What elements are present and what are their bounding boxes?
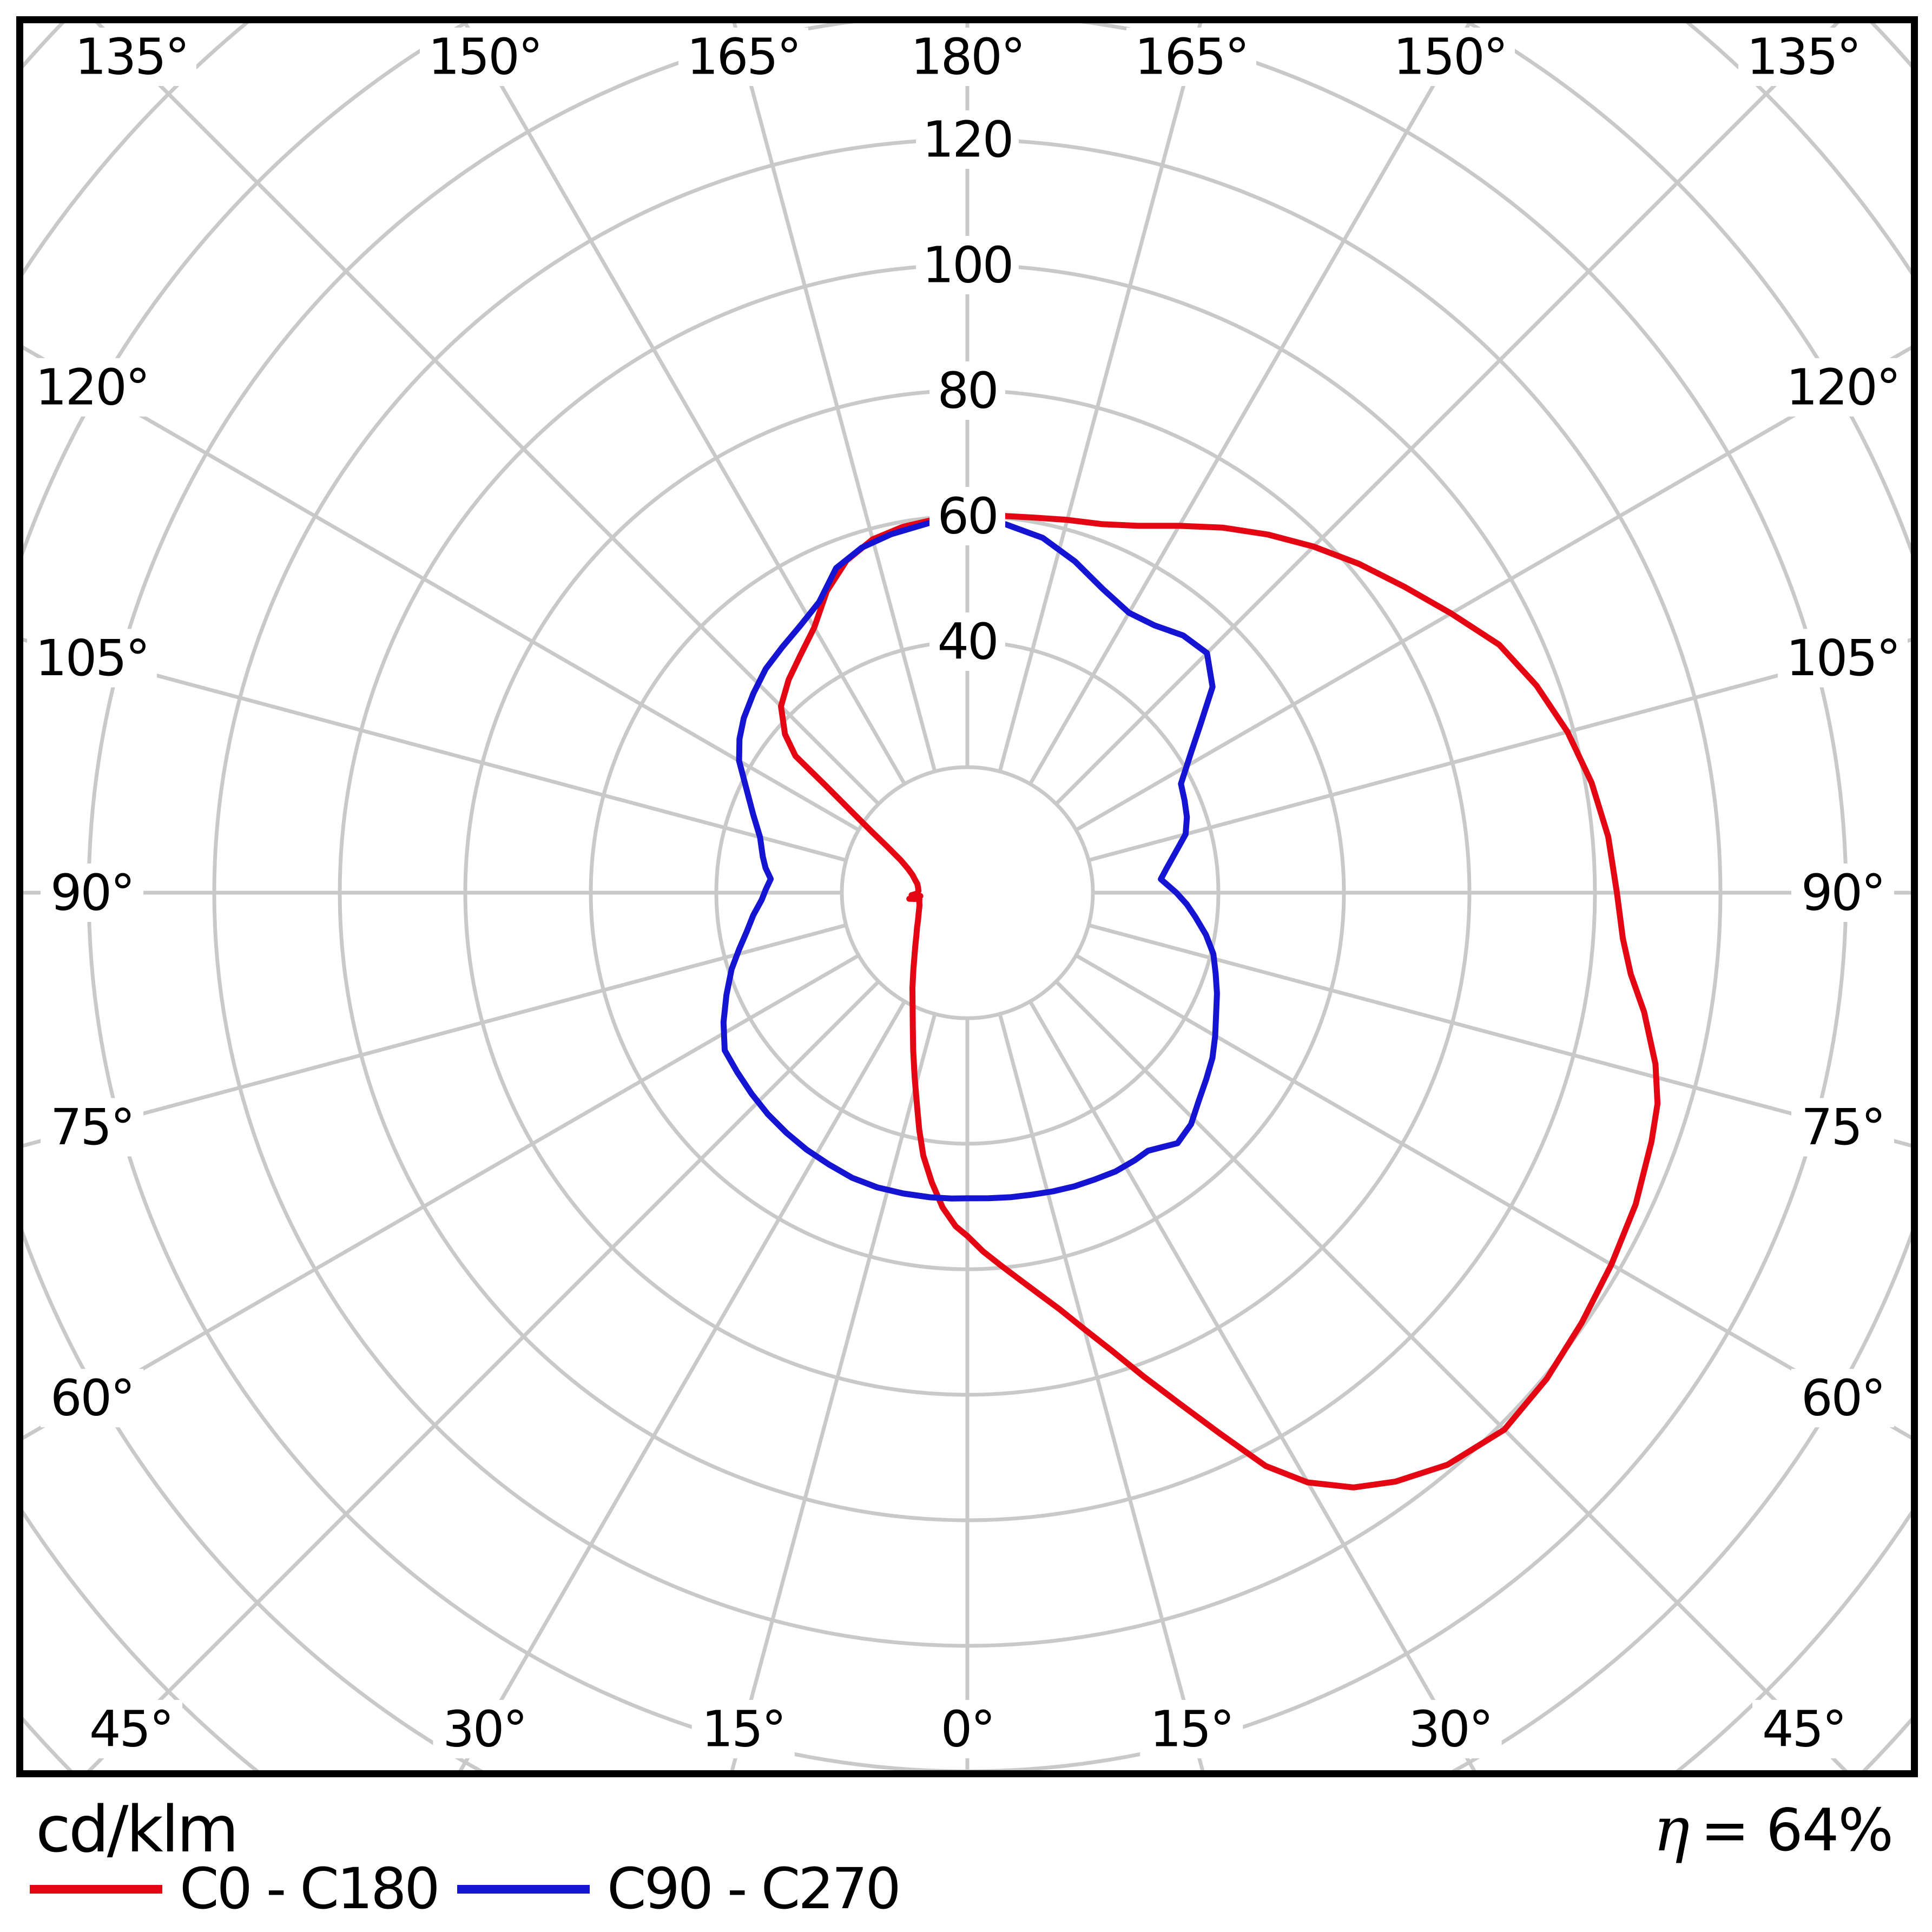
- angle-label--150: 150°: [428, 28, 542, 86]
- angle-label-60: 60°: [1801, 1369, 1884, 1427]
- angle-label--105: 105°: [35, 629, 149, 687]
- grid-spoke--135: [92, 20, 880, 806]
- ring-label-40: 40: [937, 613, 997, 671]
- angle-label--120-bg: [27, 358, 157, 417]
- angle-label--165-bg: [678, 28, 809, 86]
- angle-label--60-bg: [41, 1369, 143, 1428]
- angle-label-75: 75°: [1801, 1098, 1884, 1156]
- axis-labels: 40 60 80 100 120 135° 150° 165° 180° 165° 150° 135°…: [27, 28, 1908, 1758]
- angle-label--30: 30°: [443, 1700, 526, 1758]
- angle-label--75: 75°: [50, 1098, 134, 1156]
- ring-label-60-bg: [929, 487, 1005, 545]
- angle-label-30-bg: [1399, 1700, 1502, 1758]
- grid-spoke--150: [461, 20, 907, 785]
- ring-label-60: 60: [937, 487, 997, 545]
- chart-frame: [16, 16, 1918, 1777]
- curve-c90-c270: [720, 513, 1220, 1202]
- angle-label--135: 135°: [75, 28, 188, 86]
- curve-c0-c180: [778, 510, 1661, 1491]
- angle-label--105-bg: [27, 629, 157, 688]
- angle-label-150: 150°: [1393, 28, 1507, 86]
- eta-symbol: η: [1653, 1795, 1690, 1865]
- angle-label-0: 0°: [941, 1700, 994, 1758]
- grid-spoke--30: [457, 1000, 907, 1773]
- ring-label-80-bg: [929, 361, 1005, 420]
- angle-label--45: 45°: [89, 1700, 173, 1758]
- legend-label-c90-c270: C90 - C270: [607, 1856, 899, 1922]
- grid-spoke-165: [998, 20, 1203, 772]
- angle-label-165: 165°: [1135, 28, 1248, 86]
- angle-label-165-bg: [1126, 28, 1256, 86]
- eta-value: = 64%: [1700, 1797, 1893, 1864]
- angle-label-105-bg: [1778, 629, 1908, 688]
- grid-spoke--75: [20, 923, 847, 1149]
- grid-spoke-150: [1028, 20, 1474, 785]
- angle-label--135-bg: [67, 28, 196, 86]
- angle-label-135: 135°: [1746, 28, 1860, 86]
- ring-label-100: 100: [922, 236, 1013, 294]
- grid-spoke-15: [998, 1013, 1205, 1773]
- angle-label--15: 15°: [702, 1700, 785, 1758]
- angle-label--45-bg: [80, 1700, 182, 1758]
- ring-label-80: 80: [937, 362, 997, 420]
- grid-spoke-75: [1088, 923, 1914, 1149]
- ring-label-120-bg: [916, 110, 1019, 169]
- angle-label-0-bg: [929, 1700, 1005, 1758]
- angle-label--90-bg: [41, 863, 143, 922]
- angle-label--165: 165°: [687, 28, 800, 86]
- angle-label--75-bg: [41, 1098, 143, 1157]
- angle-label-105: 105°: [1786, 629, 1900, 687]
- angle-label--150-bg: [419, 28, 550, 86]
- angle-label-150-bg: [1385, 28, 1515, 86]
- intensity-curves: [720, 510, 1661, 1491]
- grid-spoke--105: [20, 637, 847, 862]
- angle-label-120: 120°: [1786, 358, 1900, 416]
- angle-label-180-bg: [902, 28, 1032, 86]
- legend-label-c0-c180: C0 - C180: [180, 1856, 438, 1922]
- angle-label--120: 120°: [35, 358, 149, 416]
- ring-label-100-bg: [916, 236, 1019, 294]
- angle-label-75-bg: [1791, 1098, 1894, 1157]
- units-label: cd/klm: [36, 1792, 237, 1867]
- angle-label-45-bg: [1752, 1700, 1855, 1758]
- angle-label-15-bg: [1140, 1700, 1243, 1758]
- ring-label-40-bg: [929, 612, 1005, 671]
- angle-label--30-bg: [433, 1700, 536, 1758]
- grid-spoke-135: [1054, 20, 1843, 806]
- angle-label-30: 30°: [1409, 1700, 1492, 1758]
- angle-label--15-bg: [691, 1700, 795, 1758]
- efficiency-label: η = 64%: [1653, 1795, 1893, 1865]
- grid-spoke--60: [20, 953, 860, 1442]
- grid-spoke-105: [1088, 637, 1914, 862]
- angle-label-45: 45°: [1762, 1700, 1845, 1758]
- grid-ring-20: [840, 765, 1095, 1020]
- angle-label-120-bg: [1778, 358, 1908, 417]
- ring-label-120: 120: [922, 111, 1013, 169]
- grid-spoke-30: [1028, 1000, 1478, 1773]
- legend: C0 - C180 C90 - C270: [30, 1856, 901, 1922]
- angle-label-60-bg: [1791, 1369, 1894, 1428]
- grid-spoke--15: [729, 1013, 937, 1773]
- angle-label-15: 15°: [1150, 1700, 1233, 1758]
- angle-label-90-bg: [1791, 863, 1894, 922]
- grid-spoke-120: [1075, 344, 1914, 832]
- angle-label--60: 60°: [50, 1369, 134, 1427]
- grid-spoke-60: [1075, 953, 1914, 1442]
- angle-label-90: 90°: [1801, 864, 1884, 922]
- angle-label-135-bg: [1738, 28, 1868, 86]
- grid-spoke--165: [731, 20, 937, 772]
- angle-label-180: 180°: [911, 28, 1024, 86]
- grid-spoke--120: [20, 344, 860, 832]
- angle-label--90: 90°: [50, 864, 134, 922]
